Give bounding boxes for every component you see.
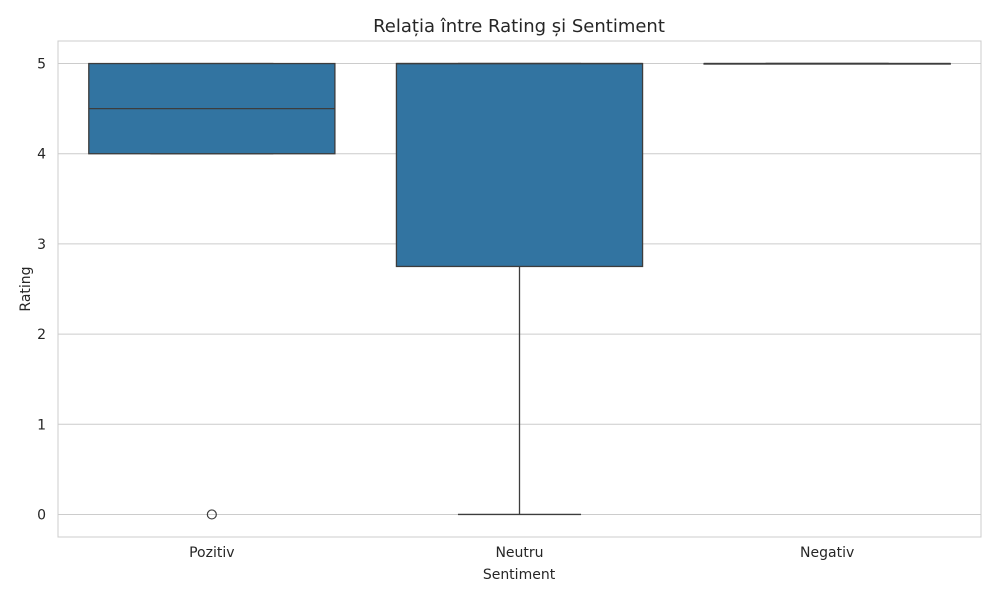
x-tick-label: Neutru: [495, 545, 543, 561]
y-tick-label: 5: [37, 57, 46, 73]
y-tick-label: 3: [37, 237, 46, 253]
plot-area-border: [57, 40, 982, 538]
box-group-negativ: [703, 62, 951, 65]
x-tick-label: Negativ: [800, 545, 854, 561]
x-tick-label: Pozitiv: [189, 545, 234, 561]
box-group-neutru: [395, 62, 644, 516]
x-axis-label: Sentiment: [483, 567, 556, 583]
y-axis-label: Rating: [18, 266, 34, 311]
box-group-pozitiv: [88, 62, 336, 520]
y-tick-labels: 0 1 2 3 4 5: [37, 57, 46, 524]
x-tick-labels: Pozitiv Neutru Negativ: [189, 545, 854, 561]
box-elements: [88, 62, 951, 520]
y-tick-label: 0: [37, 507, 46, 523]
chart-title: Relația între Rating și Sentiment: [373, 16, 665, 37]
y-tick-label: 2: [37, 327, 46, 343]
outlier-point: [206, 509, 217, 520]
y-tick-label: 1: [37, 417, 46, 433]
y-tick-label: 4: [37, 147, 46, 163]
box-iqr: [395, 62, 644, 268]
